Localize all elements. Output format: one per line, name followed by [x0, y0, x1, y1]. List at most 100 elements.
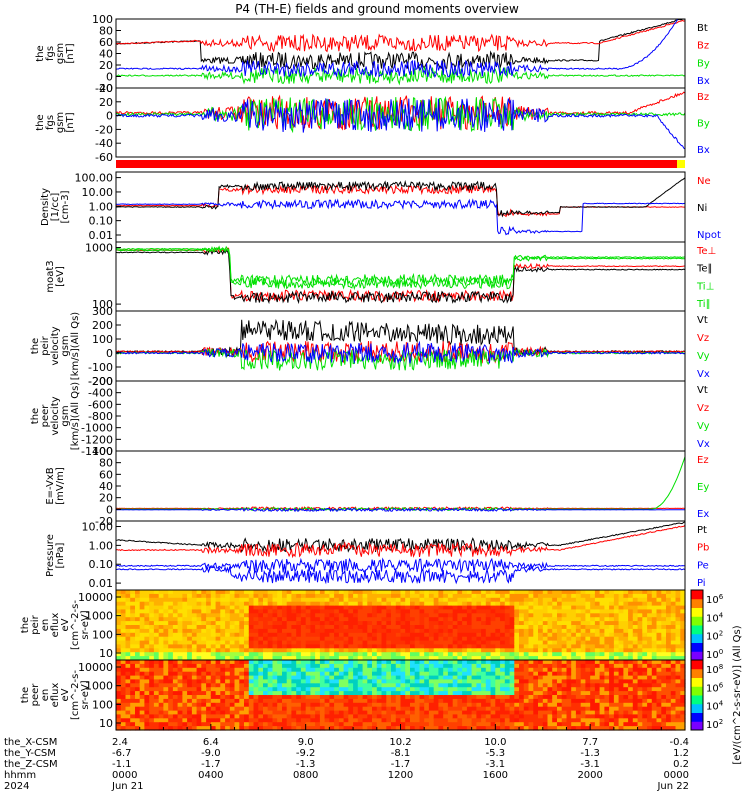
- spectrogram-cell: [319, 718, 326, 723]
- spectrogram-cell: [504, 617, 511, 622]
- spectrogram-cell: [590, 667, 596, 673]
- spectrogram-cell: [490, 613, 496, 618]
- panel-frame: [115, 380, 686, 452]
- spectrogram-cell: [495, 601, 501, 607]
- spectrogram-cell: [149, 628, 155, 634]
- spectrogram-cell: [125, 597, 131, 603]
- spectrogram-cell: [291, 648, 297, 653]
- spectrogram-cell: [542, 590, 549, 595]
- spectrogram-cell: [196, 644, 202, 649]
- spectrogram-cell: [500, 597, 506, 603]
- spectrogram-cell: [580, 613, 586, 618]
- spectrogram-cell: [182, 710, 188, 716]
- spectrogram-cell: [296, 632, 302, 638]
- spectrogram-cell: [651, 702, 658, 708]
- spectrogram-cell: [651, 605, 658, 611]
- spectrogram-cell: [462, 590, 468, 595]
- spectrogram-cell: [267, 593, 273, 599]
- spectrogram-cell: [319, 609, 326, 614]
- spectrogram-cell: [286, 617, 292, 622]
- spectrogram-cell: [519, 656, 525, 661]
- spectrogram-cell: [267, 640, 273, 646]
- spectrogram-cell: [116, 644, 122, 649]
- spectrogram-cell: [348, 609, 354, 614]
- spectrogram-cell: [305, 628, 311, 634]
- spectrogram-cell: [452, 710, 458, 716]
- spectrogram-cell: [519, 691, 525, 696]
- spectrogram-cell: [632, 652, 639, 657]
- xaxis-value: -9.0: [201, 748, 221, 759]
- spectrogram-cell: [632, 671, 639, 677]
- spectrogram-cell: [225, 695, 231, 700]
- spectrogram-cell: [557, 691, 563, 696]
- spectrogram-cell: [538, 597, 544, 603]
- spectrogram-cell: [433, 702, 439, 708]
- spectrogram-cell: [206, 625, 212, 630]
- spectrogram-cell: [400, 605, 406, 611]
- spectrogram-cell: [599, 663, 605, 669]
- spectrogram-cell: [514, 652, 520, 657]
- spectrogram-cell: [282, 617, 288, 622]
- spectrogram-cell: [571, 617, 577, 622]
- spectrogram-cell: [675, 671, 681, 677]
- spectrogram-cell: [566, 597, 572, 603]
- spectrogram-cell: [428, 691, 435, 696]
- spectrogram-cell: [319, 601, 326, 607]
- spectrogram-cell: [144, 609, 150, 614]
- spectrogram-cell: [542, 718, 549, 723]
- spectrogram-cell: [263, 605, 269, 611]
- spectrogram-cell: [571, 679, 577, 684]
- spectrogram-cell: [248, 691, 255, 696]
- spectrogram-cell: [153, 667, 160, 673]
- colorbar-segment: [691, 651, 703, 661]
- spectrogram-cell: [395, 597, 402, 603]
- spectrogram-cell: [457, 652, 463, 657]
- spectrogram-cell: [310, 636, 316, 642]
- spectrogram-cell: [206, 714, 212, 719]
- spectrogram-cell: [391, 702, 397, 708]
- spectrogram-cell: [315, 605, 321, 611]
- spectrogram-cell: [519, 683, 525, 688]
- spectrogram-cell: [334, 691, 340, 696]
- spectrogram-cell: [609, 656, 615, 661]
- spectrogram-cell: [310, 722, 316, 727]
- spectrogram-cell: [291, 667, 297, 673]
- spectrogram-cell: [471, 660, 477, 665]
- spectrogram-cell: [585, 648, 591, 653]
- spectrogram-cell: [528, 671, 534, 677]
- spectrogram-cell: [509, 695, 515, 700]
- spectrogram-cell: [386, 698, 392, 704]
- series-line-Ti∥: [115, 247, 685, 291]
- spectrogram-cell: [338, 601, 345, 607]
- spectrogram-cell: [263, 613, 269, 618]
- spectrogram-cell: [367, 590, 373, 595]
- spectrogram-cell: [485, 648, 492, 653]
- spectrogram-cell: [419, 656, 425, 661]
- spectrogram-cell: [376, 671, 383, 677]
- spectrogram-cell: [153, 652, 160, 657]
- spectrogram-cell: [585, 702, 591, 708]
- spectrogram-cell: [419, 702, 425, 708]
- spectrogram-cell: [172, 621, 179, 626]
- spectrogram-cell: [187, 601, 193, 607]
- spectrogram-cell: [300, 605, 307, 611]
- spectrogram-cell: [338, 679, 345, 684]
- spectrogram-cell: [675, 601, 681, 607]
- spectrogram-cell: [305, 625, 311, 630]
- spectrogram-cell: [542, 660, 549, 665]
- spectrogram-cell: [571, 601, 577, 607]
- spectrogram-cell: [428, 714, 435, 719]
- spectrogram-cell: [291, 625, 297, 630]
- spectrogram-cell: [443, 667, 449, 673]
- spectrogram-cell: [187, 590, 193, 595]
- colorbar-segment: [691, 625, 703, 635]
- spectrogram-cell: [296, 706, 302, 712]
- spectrogram-cell: [343, 609, 349, 614]
- spectrogram-cell: [599, 656, 605, 661]
- spectrogram-cell: [163, 628, 169, 634]
- spectrogram-cell: [116, 687, 122, 692]
- spectrogram-cell: [447, 671, 454, 677]
- spectrogram-cell: [196, 698, 202, 704]
- spectrogram-cell: [296, 590, 302, 595]
